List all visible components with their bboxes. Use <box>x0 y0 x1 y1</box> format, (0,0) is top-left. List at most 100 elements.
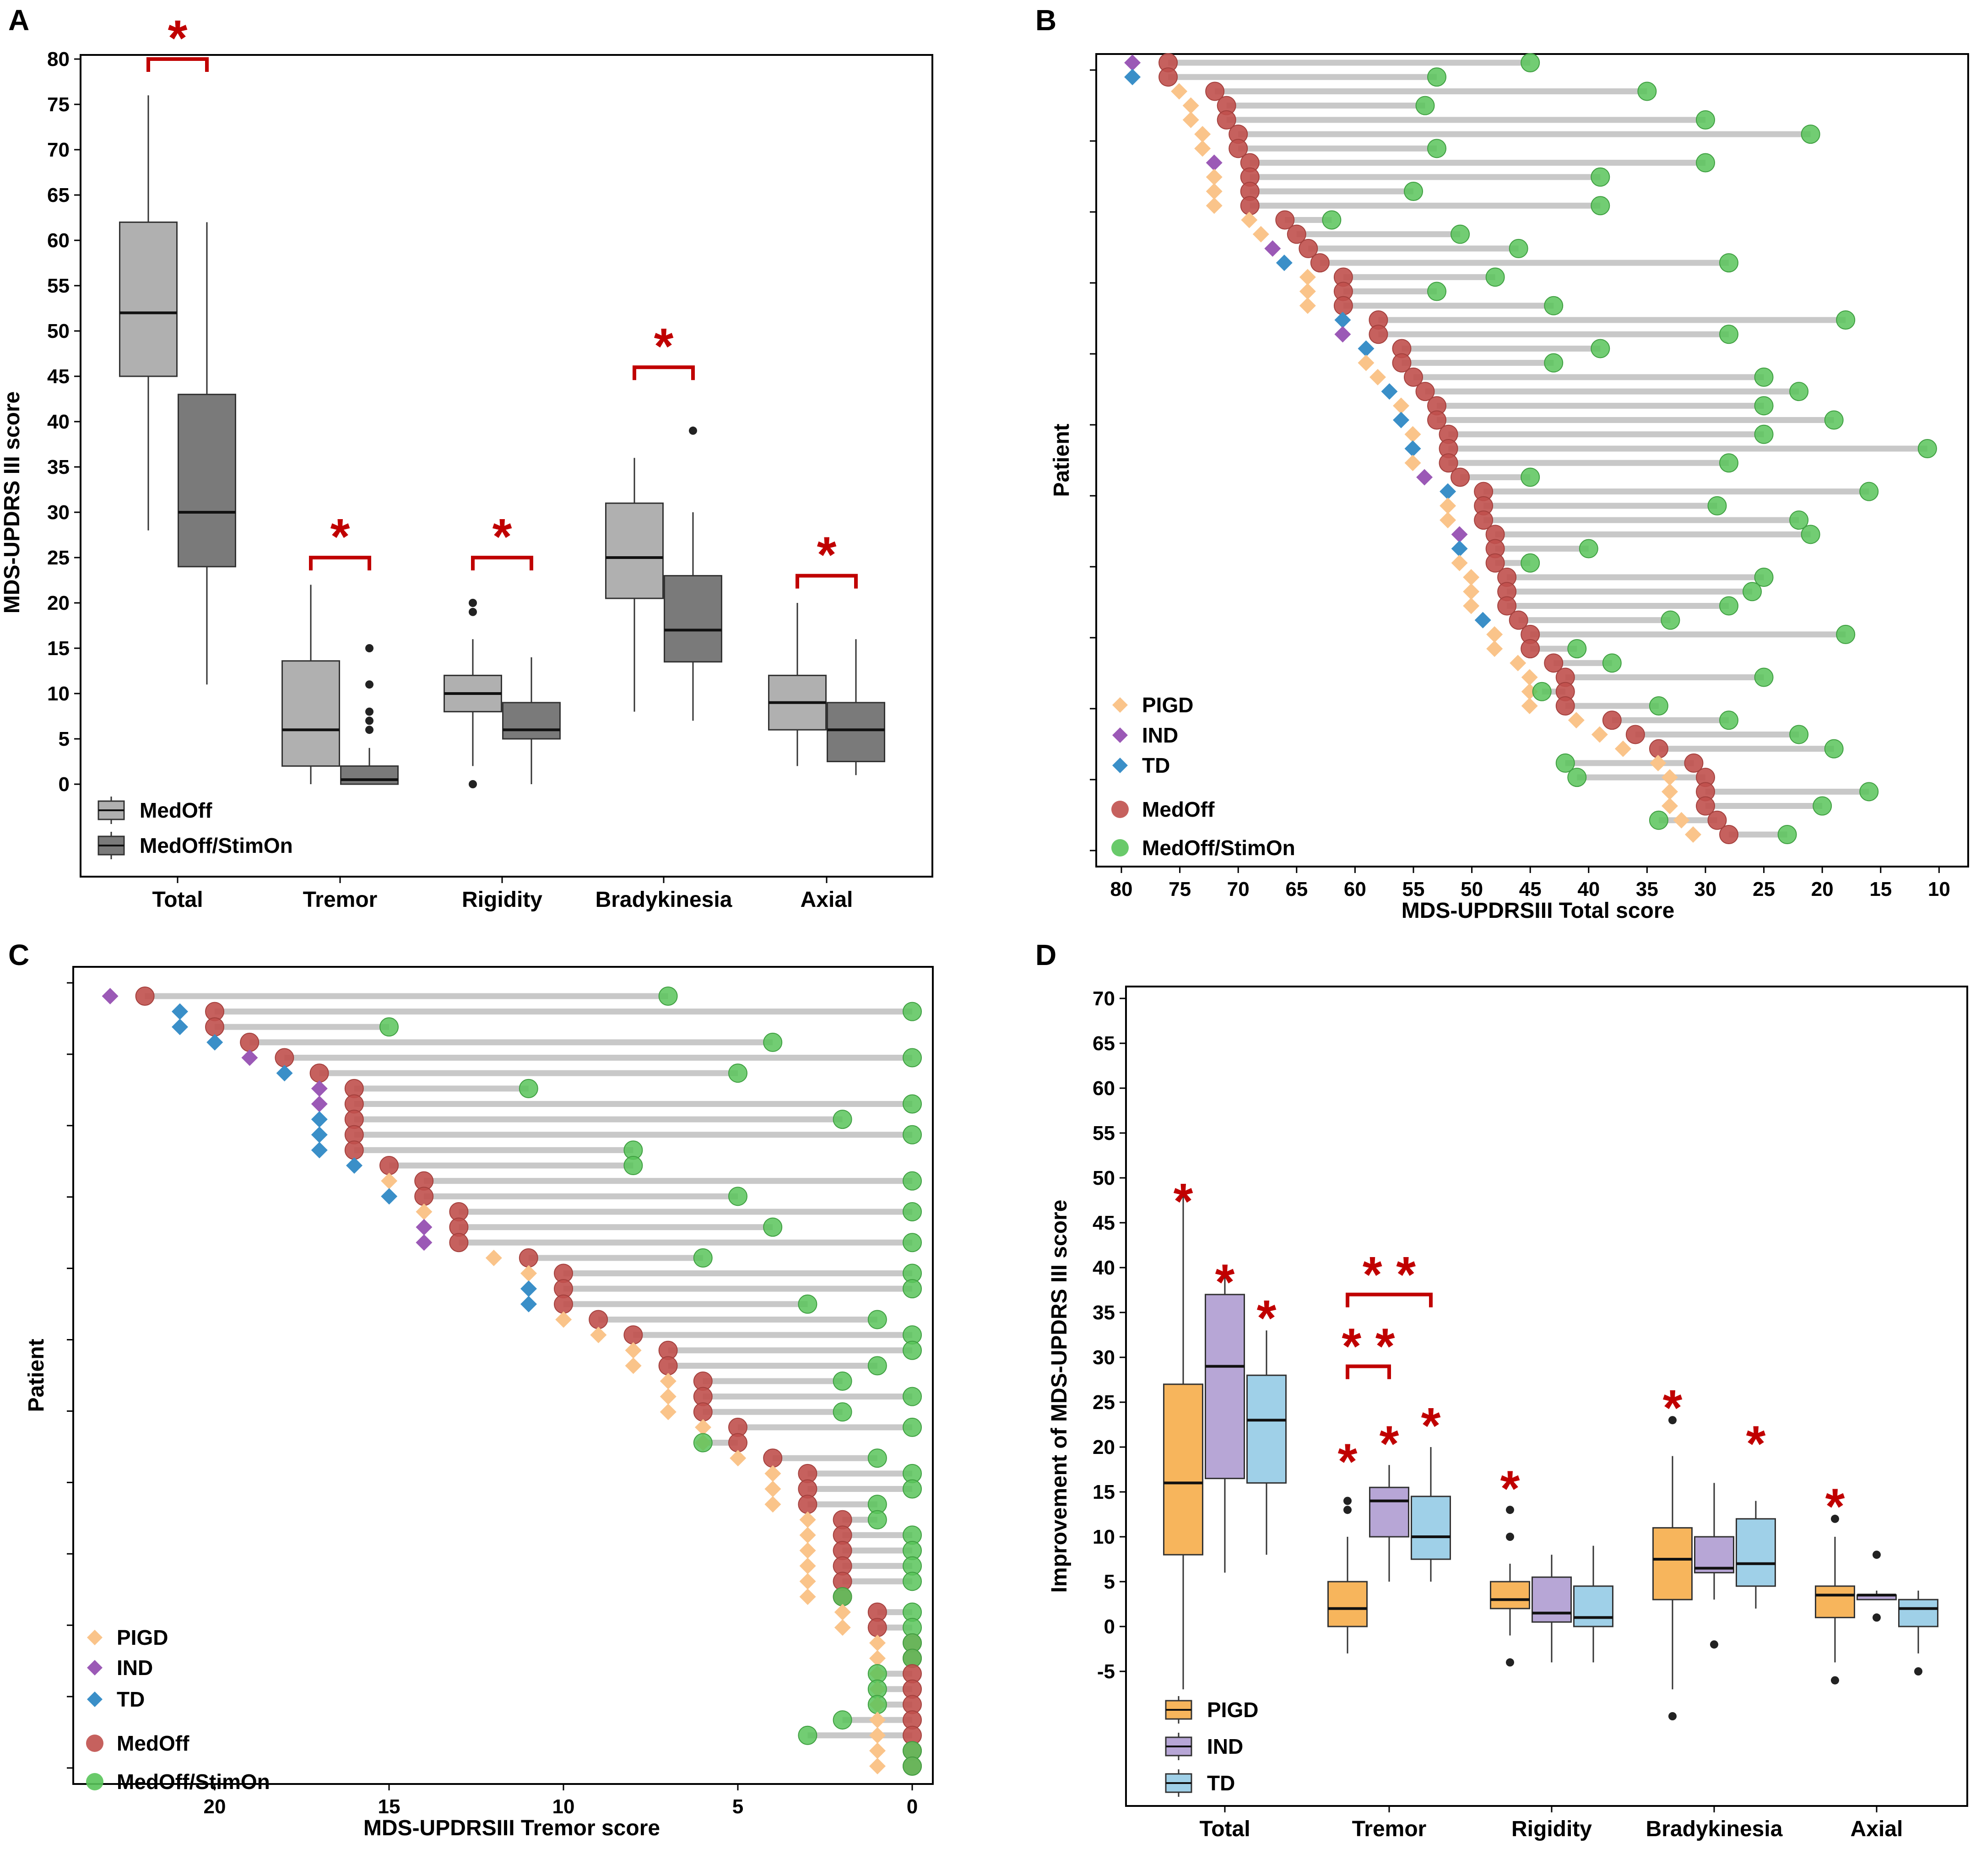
box-body <box>502 702 561 740</box>
box-body <box>1898 1599 1938 1627</box>
subtype-marker <box>764 1465 781 1482</box>
medoff-point <box>1333 296 1353 315</box>
subtype-marker <box>1685 826 1702 843</box>
patient-row <box>625 1356 887 1376</box>
medoff-point <box>449 1233 469 1252</box>
outlier-point <box>1668 1712 1677 1720</box>
subtype-marker <box>311 1126 328 1143</box>
subtype-marker <box>520 1296 537 1312</box>
stimon-point <box>833 1372 852 1391</box>
legend-label: MedOff <box>117 1731 189 1755</box>
subtype-marker <box>1206 154 1223 171</box>
subtype-marker <box>520 1265 537 1282</box>
y-tick-label: 25 <box>47 547 70 569</box>
subtype-marker <box>764 1480 781 1497</box>
patient-row <box>416 1217 783 1237</box>
stimon-point <box>1917 439 1937 458</box>
stimon-point <box>867 1310 887 1329</box>
significance-star: * <box>1500 1460 1520 1517</box>
subtype-marker <box>1440 512 1456 529</box>
panel-letter: A <box>8 4 29 37</box>
x-tick-label: Axial <box>1851 1817 1903 1841</box>
patient-row <box>799 1525 922 1545</box>
legend-key <box>1112 758 1128 773</box>
legend-label: IND <box>1207 1735 1243 1758</box>
box-body <box>1163 1383 1203 1556</box>
panel-d: D -5 0 5 10 15 20 25 30 35 40 45 50 55 60 65 70 Improveme… <box>1035 938 1968 1841</box>
medoff-point <box>1451 467 1470 487</box>
stimon-point <box>1824 410 1844 430</box>
legend-label: TD <box>1207 1771 1235 1795</box>
stimon-point <box>1404 182 1423 201</box>
stimon-point <box>1637 81 1657 101</box>
patient-row <box>798 1725 922 1745</box>
stimon-point <box>519 1079 538 1098</box>
outlier-point <box>1343 1506 1352 1514</box>
stimon-point <box>1719 453 1739 473</box>
x-tick-label: Total <box>1199 1817 1250 1841</box>
y-tick-label: 70 <box>47 139 70 161</box>
subtype-marker <box>485 1249 502 1266</box>
subtype-marker <box>1206 168 1223 185</box>
medoff-point <box>1707 810 1727 830</box>
y-tick-label: 80 <box>47 48 70 70</box>
subtype-marker <box>1662 783 1678 800</box>
outlier-point <box>1343 1496 1352 1505</box>
medoff-point <box>309 1063 329 1083</box>
panel-letter: B <box>1035 4 1056 37</box>
x-tick-label: Tremor <box>1352 1817 1427 1841</box>
patient-row <box>381 1171 922 1191</box>
patient-row <box>693 1433 747 1453</box>
medoff-point <box>1439 453 1458 473</box>
subtype-marker <box>555 1311 572 1328</box>
x-tick-label: Rigidity <box>462 888 542 912</box>
y-tick-label: 35 <box>1093 1301 1115 1324</box>
patient-row <box>1334 310 1856 330</box>
patient-row <box>799 1572 922 1591</box>
stimon-point <box>1696 153 1715 173</box>
patient-row <box>1194 125 1820 144</box>
patient-row <box>1521 682 1575 701</box>
subtype-marker <box>1650 754 1667 771</box>
subtype-marker <box>346 1157 363 1174</box>
stimon-point <box>1859 782 1879 802</box>
subtype-marker <box>1451 526 1468 543</box>
medoff-point <box>414 1187 434 1206</box>
legend-key <box>1111 839 1129 857</box>
patient-row <box>625 1340 922 1360</box>
subtype-marker <box>695 1419 711 1436</box>
stimon-point <box>903 1572 922 1591</box>
subtype-marker <box>799 1573 816 1590</box>
y-tick-label: 25 <box>1093 1391 1115 1414</box>
box-body <box>119 221 178 377</box>
stimon-point <box>1754 396 1774 416</box>
legend-key <box>1112 727 1128 743</box>
stimon-point <box>867 1448 887 1468</box>
x-tick-label: 30 <box>1694 878 1717 900</box>
y-tick-label: 60 <box>1093 1077 1115 1100</box>
subtype-marker <box>1393 397 1410 414</box>
stimon-point <box>1567 768 1587 787</box>
y-tick-label: 10 <box>47 683 70 705</box>
subtype-marker <box>1393 412 1410 428</box>
patient-row <box>1649 810 1727 830</box>
medoff-point <box>798 1495 817 1514</box>
x-tick-label: 50 <box>1461 878 1483 900</box>
medoff-point <box>275 1048 294 1068</box>
patient-row <box>834 1618 922 1637</box>
x-tick-label: 5 <box>732 1795 743 1818</box>
stimon-point <box>903 1279 922 1299</box>
patient-row <box>311 1140 643 1160</box>
stimon-point <box>1485 267 1505 287</box>
patient-row <box>1404 439 1937 458</box>
x-tick-label: 15 <box>378 1795 401 1818</box>
subtype-marker <box>1182 97 1199 114</box>
subtype-marker <box>1299 283 1316 300</box>
subtype-marker <box>834 1619 851 1636</box>
x-tick-label: 40 <box>1577 878 1600 900</box>
medoff-point <box>240 1032 260 1052</box>
stimon-point <box>1754 667 1774 687</box>
patient-row <box>1299 282 1447 301</box>
significance-star: * <box>493 509 512 565</box>
